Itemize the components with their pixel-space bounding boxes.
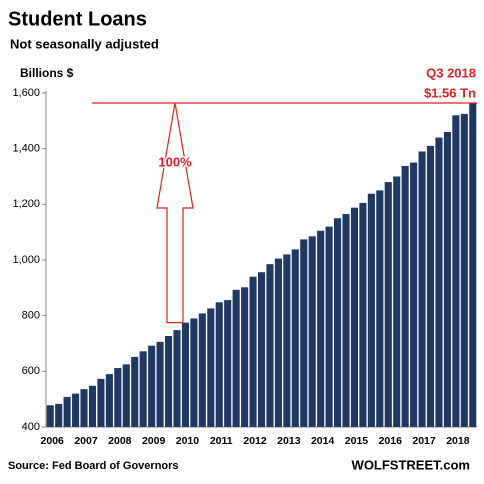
bar [274,258,282,427]
bar [410,162,418,428]
y-tick-label: 800 [22,310,40,322]
bar [181,322,189,427]
bar [342,214,350,427]
bar [97,378,105,427]
bar [384,182,392,427]
bar [63,396,71,427]
bar [207,308,215,427]
bar [131,356,139,427]
bar [283,254,291,427]
bar [460,113,468,427]
callout-line: Q3 2018 [426,65,476,80]
x-tick-label: 2016 [379,435,403,447]
bar [257,272,266,427]
bar [266,264,274,427]
y-tick-label: 600 [22,365,40,377]
bar [376,190,384,427]
bar [46,405,54,427]
bar [418,151,426,427]
x-tick-label: 2017 [412,435,436,447]
callout-line: $1.56 Tn [424,85,476,100]
bar [308,236,316,427]
bar [300,239,308,427]
bar [393,176,401,427]
bar [241,287,249,427]
x-tick-label: 2006 [41,435,65,447]
x-tick-label: 2015 [345,435,369,447]
bar [443,131,451,427]
bar [224,300,232,427]
bar [114,367,122,427]
x-tick-label: 2012 [243,435,267,447]
x-tick-label: 2018 [446,435,470,447]
y-axis-label: Billions $ [20,66,74,80]
bar [401,165,409,427]
bar [139,351,147,427]
bar [469,103,477,428]
bar [164,335,173,427]
x-tick-label: 2008 [108,435,132,447]
growth-arrow [156,102,194,324]
bar [350,207,359,427]
bar [173,330,181,427]
bar [291,249,299,427]
x-tick-label: 2009 [142,435,166,447]
bar [232,289,240,427]
bar [198,313,206,427]
y-tick-label: 400 [22,421,40,433]
bar [249,276,257,427]
bar [156,341,164,427]
bar [367,193,375,427]
y-tick-label: 1,400 [12,143,40,155]
x-tick-label: 2014 [311,435,335,447]
chart-subtitle: Not seasonally adjusted [10,36,159,51]
bar [105,374,113,427]
x-tick-label: 2010 [176,435,200,447]
y-tick-label: 1,000 [12,254,40,266]
bar [55,403,63,427]
bar [426,145,435,427]
bar [325,226,333,427]
bar [88,385,97,427]
bar [359,202,367,427]
arrow-label: 100% [158,154,192,169]
bar [190,318,198,427]
source: Source: Fed Board of Governors [8,460,179,472]
bar [122,364,130,427]
y-tick-label: 1,600 [12,87,40,99]
x-tick-label: 2007 [74,435,98,447]
bar [80,389,88,427]
x-tick-label: 2013 [277,435,301,447]
bar [215,302,223,427]
brand: WOLFSTREET.com [352,457,470,472]
y-tick-label: 1,200 [12,198,40,210]
bar [452,115,460,428]
x-tick-label: 2011 [210,435,233,447]
bar [72,393,80,427]
bar [435,137,443,428]
bar [334,218,342,427]
bar [148,345,156,427]
chart-title: Student Loans [8,8,147,30]
bar [317,230,325,427]
